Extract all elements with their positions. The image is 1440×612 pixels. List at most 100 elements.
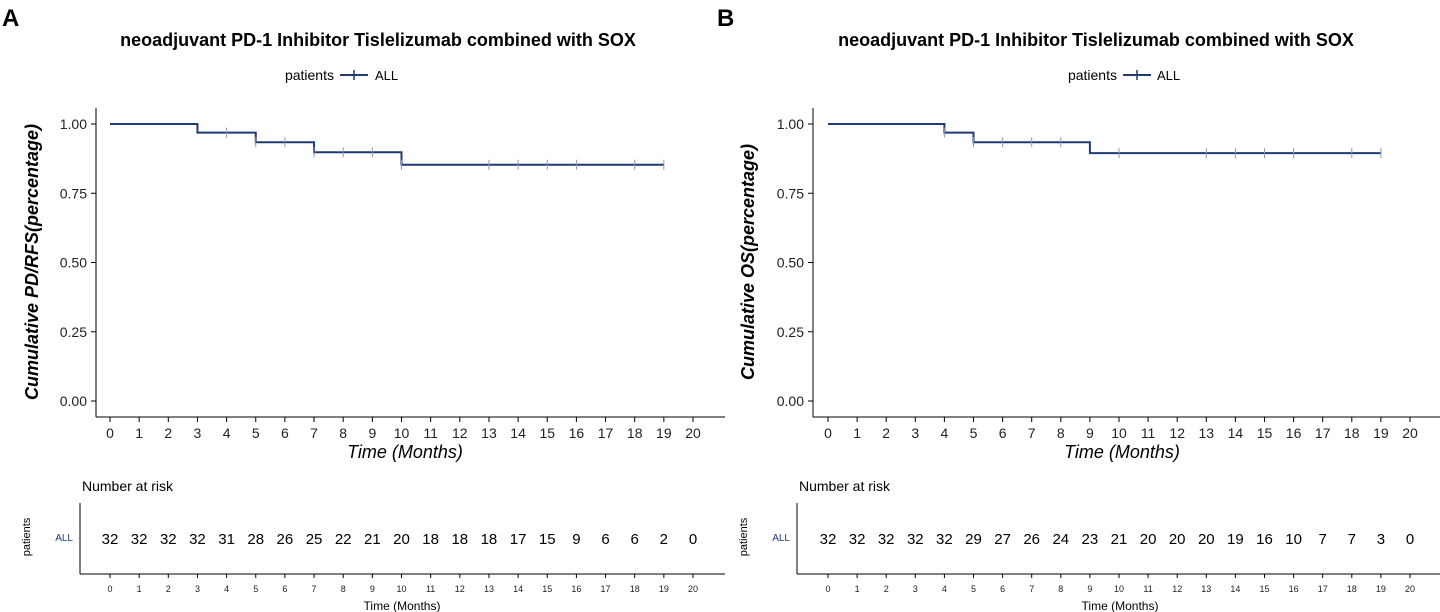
y-tick-label: 0.00 (777, 393, 804, 409)
risk-value: 7 (1319, 531, 1327, 548)
survival-step-line (828, 123, 1381, 155)
x-tick-label: 2 (164, 425, 172, 441)
x-tick-label: 5 (252, 425, 260, 441)
risk-tick-label: 4 (942, 584, 947, 594)
risk-tick-label: 4 (224, 584, 229, 594)
risk-value: 22 (335, 531, 352, 548)
x-tick-labels: 0 1 2 3 4 5 6 7 8 9 10 11 12 13 14 15 16 17 18 19 20 (106, 417, 701, 441)
risk-tick-label: 13 (484, 584, 494, 594)
risk-tick-label: 6 (1000, 584, 1005, 594)
risk-value: 6 (601, 531, 609, 548)
risk-tick-label: 14 (513, 584, 523, 594)
y-tick-label: 1.00 (777, 116, 804, 132)
x-tick-label: 20 (685, 425, 701, 441)
panel-b: B neoadjuvant PD-1 Inhibitor Tislelizuma… (717, 5, 1440, 612)
x-tick-label: 19 (1373, 425, 1389, 441)
risk-value: 27 (994, 531, 1011, 548)
chart-title: neoadjuvant PD-1 Inhibitor Tislelizumab … (120, 30, 636, 50)
risk-tick-label: 15 (542, 584, 552, 594)
risk-tick-label: 17 (601, 584, 611, 594)
risk-table-ylabel: patients (738, 517, 750, 556)
y-tick-labels: 0.00 0.25 0.50 0.75 1.00 (60, 116, 96, 409)
x-tick-labels: 0 1 2 3 4 5 6 7 8 9 10 11 12 13 14 15 16 17 18 19 20 (824, 417, 1418, 441)
legend-entry: ALL (1157, 68, 1180, 83)
risk-value: 0 (1406, 531, 1414, 548)
chart-title: neoadjuvant PD-1 Inhibitor Tislelizumab … (838, 30, 1354, 50)
risk-value: 17 (510, 531, 527, 548)
x-tick-label: 3 (911, 425, 919, 441)
risk-tick-labels: 0 1 2 3 4 5 6 7 8 9 10 11 12 13 14 15 16 17 18 19 20 (107, 574, 698, 594)
risk-value: 25 (306, 531, 323, 548)
risk-tick-label: 1 (855, 584, 860, 594)
risk-tick-label: 8 (341, 584, 346, 594)
x-tick-label: 9 (368, 425, 376, 441)
x-tick-label: 8 (1057, 425, 1065, 441)
risk-tick-label: 12 (455, 584, 465, 594)
x-tick-label: 19 (656, 425, 672, 441)
risk-value: 32 (189, 531, 206, 548)
risk-value: 23 (1082, 531, 1099, 548)
risk-value: 20 (1198, 531, 1215, 548)
x-tick-label: 20 (1402, 425, 1418, 441)
risk-tick-label: 19 (659, 584, 669, 594)
survival-curve (828, 123, 1381, 155)
y-tick-labels: 0.00 0.25 0.50 0.75 1.00 (777, 116, 813, 409)
x-tick-label: 5 (970, 425, 978, 441)
risk-values: 32 32 32 32 32 29 27 26 24 23 21 20 20 20 19 16 10 7 7 3 0 (820, 531, 1415, 548)
legend-title: patients (285, 67, 334, 83)
x-tick-label: 11 (1141, 425, 1156, 441)
risk-tick-label: 7 (1029, 584, 1034, 594)
risk-value: 32 (820, 531, 837, 548)
risk-tick-label: 20 (1405, 584, 1415, 594)
risk-tick-label: 3 (913, 584, 918, 594)
risk-tick-label: 9 (1087, 584, 1092, 594)
risk-tick-label: 1 (137, 584, 142, 594)
risk-tick-label: 11 (426, 584, 435, 594)
risk-tick-label: 16 (571, 584, 581, 594)
risk-table-title: Number at risk (799, 478, 891, 494)
x-axis-label: Time (Months) (347, 442, 463, 462)
risk-table: Number at risk patients ALL 32 32 32 32 32 29… (738, 478, 1440, 612)
x-tick-label: 8 (339, 425, 347, 441)
risk-tick-label: 18 (1347, 584, 1357, 594)
survival-step-line (110, 123, 664, 166)
risk-value: 20 (1140, 531, 1157, 548)
legend-title: patients (1068, 67, 1117, 83)
y-tick-label: 1.00 (60, 116, 87, 132)
risk-value: 32 (878, 531, 895, 548)
x-tick-label: 2 (882, 425, 890, 441)
y-tick-label: 0.00 (60, 393, 87, 409)
x-tick-label: 18 (627, 425, 643, 441)
risk-tick-label: 19 (1376, 584, 1386, 594)
risk-value: 20 (1169, 531, 1186, 548)
risk-tick-label: 0 (825, 584, 830, 594)
x-tick-label: 16 (1286, 425, 1302, 441)
x-tick-label: 7 (310, 425, 318, 441)
x-tick-label: 10 (1111, 425, 1127, 441)
x-tick-label: 10 (394, 425, 410, 441)
x-tick-label: 11 (423, 425, 438, 441)
x-tick-label: 0 (106, 425, 114, 441)
x-tick-label: 13 (1199, 425, 1215, 441)
risk-value: 15 (539, 531, 556, 548)
x-tick-label: 14 (510, 425, 526, 441)
risk-value: 32 (131, 531, 148, 548)
risk-tick-label: 3 (195, 584, 200, 594)
x-tick-label: 15 (539, 425, 555, 441)
risk-x-axis-label: Time (Months) (364, 599, 441, 612)
risk-tick-label: 20 (688, 584, 698, 594)
x-tick-label: 15 (1257, 425, 1273, 441)
survival-curve (110, 123, 664, 166)
x-tick-label: 0 (824, 425, 832, 441)
x-tick-label: 17 (1315, 425, 1331, 441)
x-tick-label: 3 (194, 425, 202, 441)
risk-tick-label: 5 (253, 584, 258, 594)
risk-value: 26 (1023, 531, 1040, 548)
x-tick-label: 14 (1228, 425, 1244, 441)
y-axis-label: Cumulative OS(percentage) (738, 144, 758, 380)
risk-tick-label: 2 (884, 584, 889, 594)
risk-tick-label: 13 (1201, 584, 1211, 594)
x-tick-label: 16 (569, 425, 585, 441)
x-tick-label: 7 (1028, 425, 1036, 441)
y-tick-label: 0.50 (60, 255, 87, 271)
